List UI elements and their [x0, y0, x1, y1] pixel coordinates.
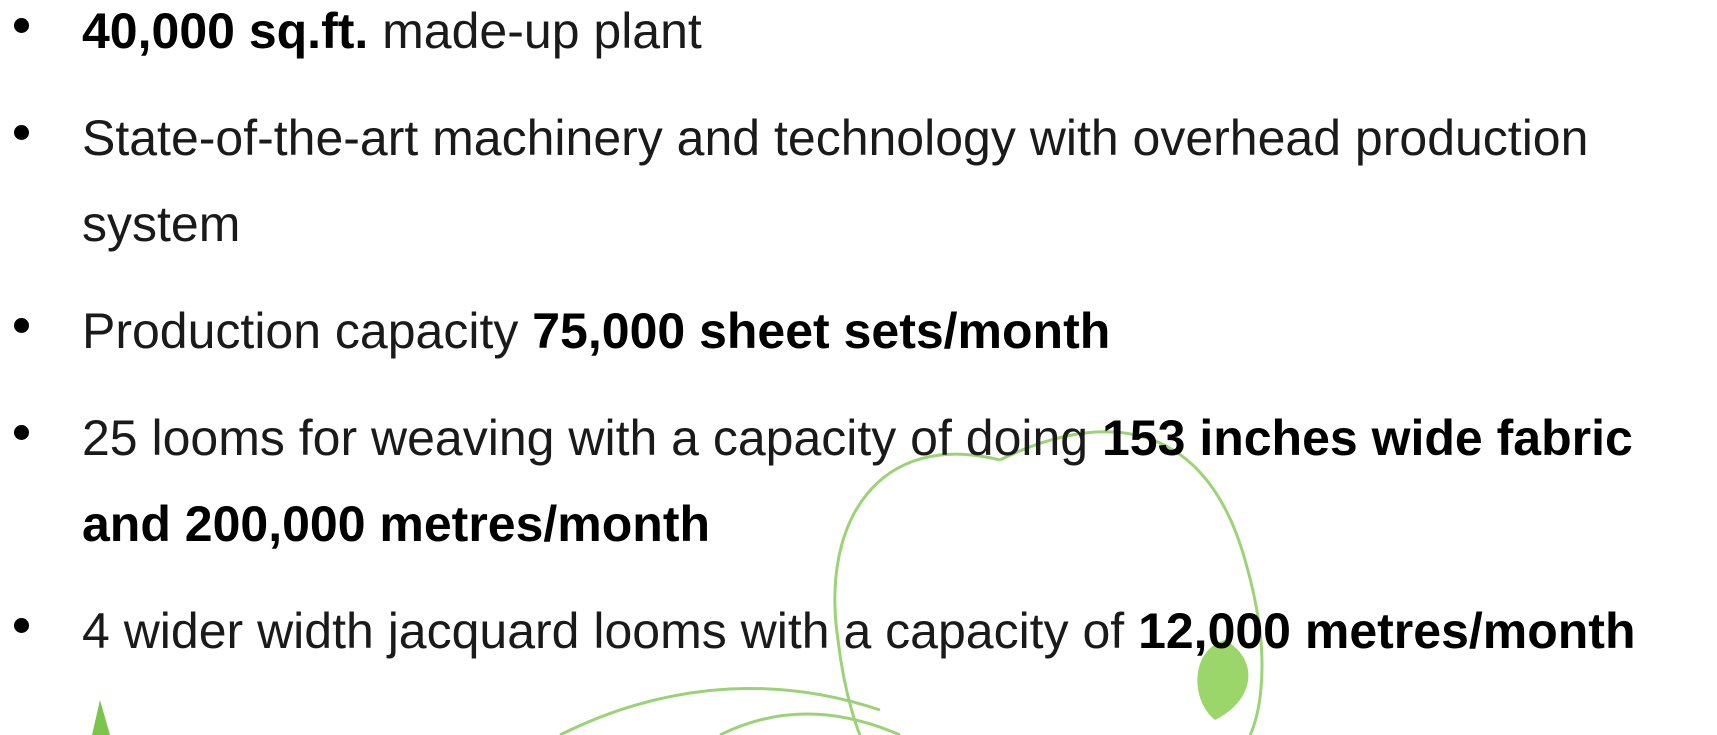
- text: made-up plant: [368, 3, 702, 59]
- bullet-list: 40,000 sq.ft. made-up plant State-of-the-…: [0, 0, 1717, 695]
- bullet-item: State-of-the-art machinery and technolog…: [0, 95, 1702, 267]
- text: 25 looms for weaving with a capacity of …: [82, 410, 1102, 466]
- text: 4 wider width jacquard looms with a capa…: [82, 603, 1138, 659]
- bold-text: 75,000 sheet sets/month: [532, 303, 1110, 359]
- page: 40,000 sq.ft. made-up plant State-of-the-…: [0, 0, 1717, 735]
- text: State-of-the-art machinery and technolog…: [82, 110, 1602, 252]
- bullet-item: 40,000 sq.ft. made-up plant: [0, 0, 1702, 74]
- bullet-item: Production capacity 75,000 sheet sets/mo…: [0, 288, 1702, 374]
- bullet-item: 4 wider width jacquard looms with a capa…: [0, 588, 1702, 674]
- bold-text: 12,000 metres/month: [1138, 603, 1635, 659]
- text: Production capacity: [82, 303, 532, 359]
- bold-text: 40,000 sq.ft.: [82, 3, 368, 59]
- bullet-item: 25 looms for weaving with a capacity of …: [0, 395, 1702, 567]
